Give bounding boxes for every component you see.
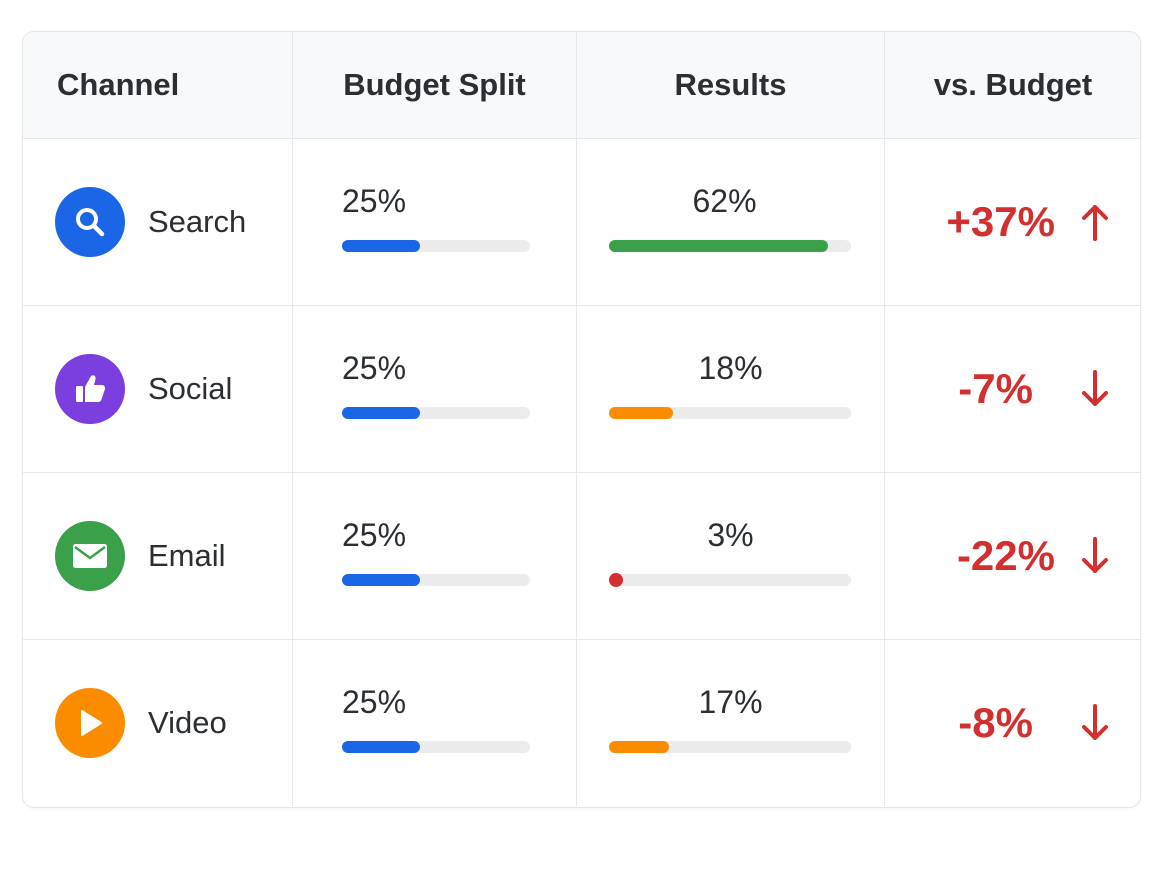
delta-value: +37% — [946, 198, 1055, 245]
budget-bar-fill — [342, 741, 420, 753]
table-grid: Channel Budget Split Results vs. Budget … — [23, 32, 1140, 806]
budget-bar-fill — [342, 240, 420, 252]
thumbs-up-icon — [55, 354, 125, 424]
budget-percent: 25% — [342, 684, 407, 720]
delta-cell: -8% — [885, 640, 1140, 806]
budget-bar — [342, 741, 530, 753]
budget-bar — [342, 240, 530, 252]
channel-label: Video — [148, 705, 227, 740]
channel-label: Search — [148, 204, 247, 239]
result-percent: 3% — [707, 517, 754, 553]
budget-percent: 25% — [342, 350, 407, 386]
delta-value: -7% — [958, 365, 1033, 412]
mail-icon — [55, 521, 125, 591]
budget-cell: 25% — [293, 640, 577, 806]
budget-cell: 25% — [293, 306, 577, 473]
delta-cell: -22% — [885, 473, 1140, 640]
header-results: Results — [577, 32, 885, 139]
channel-label: Social — [148, 371, 233, 406]
budget-bar-fill — [342, 407, 420, 419]
result-percent: 62% — [692, 183, 757, 219]
budget-percent: 25% — [342, 183, 407, 219]
results-cell: 62% — [577, 139, 885, 306]
delta-value: -22% — [956, 532, 1055, 579]
header-budget-split: Budget Split — [293, 32, 577, 139]
delta-cell: -7% — [885, 306, 1140, 473]
channel-label: Email — [148, 538, 226, 573]
delta-value: -8% — [958, 699, 1033, 746]
result-percent: 17% — [698, 684, 763, 720]
arrow-down-icon — [1082, 704, 1108, 740]
channel-cell-search: Search — [23, 139, 293, 306]
budget-percent: 25% — [342, 517, 407, 553]
header-vs-budget: vs. Budget — [885, 32, 1140, 139]
results-cell: 18% — [577, 306, 885, 473]
play-icon — [55, 688, 125, 758]
channel-cell-social: Social — [23, 306, 293, 473]
arrow-up-icon — [1082, 205, 1108, 241]
results-cell: 17% — [577, 640, 885, 806]
result-bar-fill — [609, 741, 670, 753]
result-bar-fill — [609, 407, 673, 419]
channel-cell-video: Video — [23, 640, 293, 806]
result-percent: 18% — [698, 350, 763, 386]
result-bar-fill — [609, 240, 829, 252]
budget-bar — [342, 574, 530, 586]
budget-bar-fill — [342, 574, 420, 586]
search-icon — [55, 187, 125, 257]
header-channel: Channel — [23, 32, 293, 139]
result-bar — [609, 407, 851, 419]
budget-cell: 25% — [293, 473, 577, 640]
results-cell: 3% — [577, 473, 885, 640]
arrow-down-icon — [1082, 370, 1108, 406]
result-bar-track — [609, 574, 851, 586]
result-bar-track — [609, 741, 851, 753]
delta-cell: +37% — [885, 139, 1140, 306]
channel-performance-table: Channel Budget Split Results vs. Budget … — [22, 31, 1141, 808]
result-bar — [609, 573, 851, 587]
arrow-down-icon — [1082, 537, 1108, 573]
budget-bar — [342, 407, 530, 419]
result-bar — [609, 240, 851, 252]
result-bar-dot — [609, 573, 623, 587]
channel-cell-email: Email — [23, 473, 293, 640]
budget-cell: 25% — [293, 139, 577, 306]
result-bar — [609, 741, 851, 753]
